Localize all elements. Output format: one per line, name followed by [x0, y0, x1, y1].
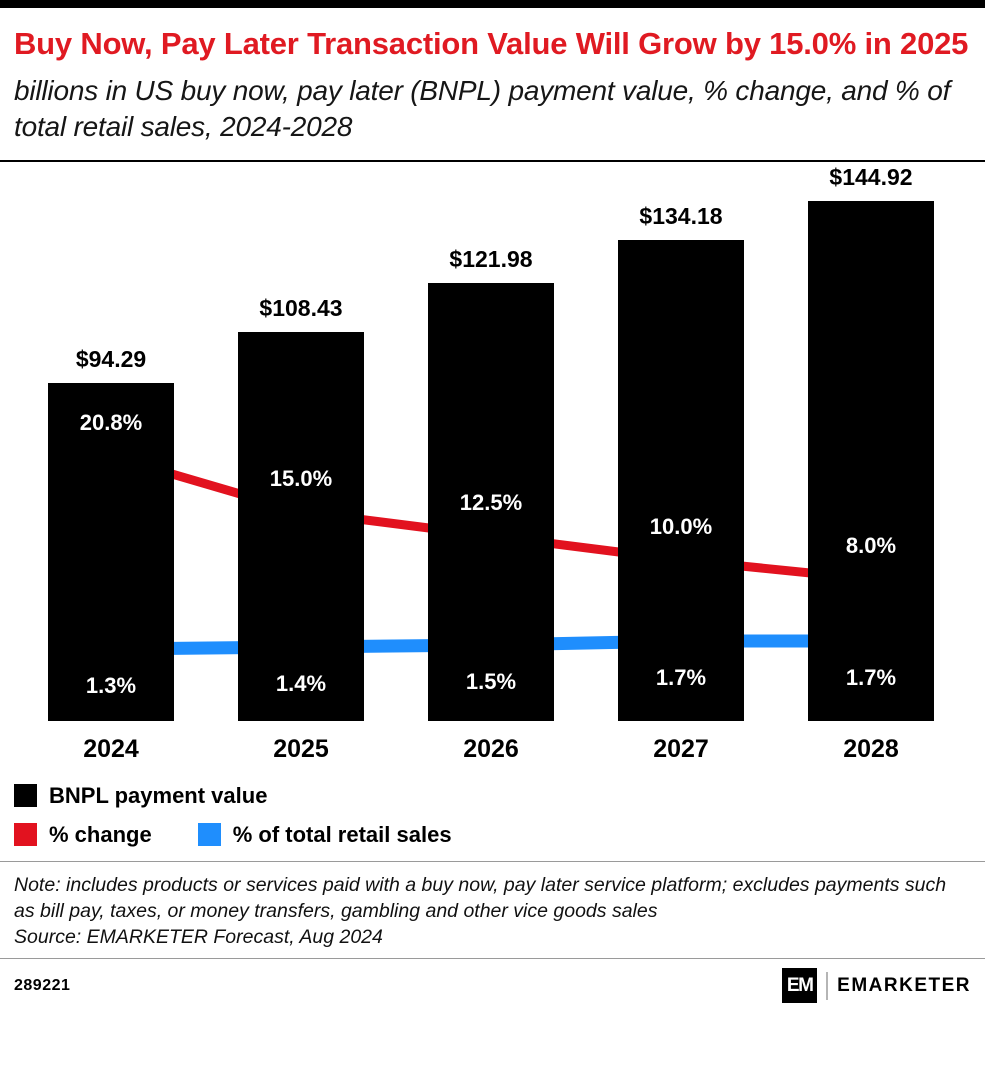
bar-line-chart: $94.29 $108.43 $121.98 $134.18 $144.92 20.8% 1… [0, 164, 985, 721]
pct-change-swatch-icon [14, 823, 37, 847]
bar-2026 [428, 283, 554, 721]
chart-header: Buy Now, Pay Later Transaction Value Wil… [0, 8, 985, 146]
source-text: Source: EMARKETER Forecast, Aug 2024 [14, 926, 383, 949]
x-axis-label: 2027 [653, 734, 709, 763]
legend-label: BNPL payment value [49, 782, 268, 808]
emarketer-brand: EM EMARKETER [782, 968, 971, 1004]
note-divider [0, 860, 985, 862]
legend-item-bnpl: BNPL payment value [14, 783, 267, 809]
chart-subtitle: billions in US buy now, pay later (BNPL)… [14, 75, 951, 143]
x-axis-label: 2025 [273, 734, 329, 763]
pct-change-label: 15.0% [269, 465, 333, 491]
pct-change-label: 8.0% [845, 532, 897, 558]
legend-item-retail-share: % of total retail sales [197, 821, 452, 848]
pct-change-label: 10.0% [649, 513, 713, 539]
pct-change-label: 12.5% [459, 489, 523, 515]
x-axis-label: 2024 [83, 734, 139, 763]
bar-value-label: $121.98 [449, 246, 533, 273]
legend-row-2: % change % of total retail sales [14, 822, 971, 848]
emarketer-logo-icon: EM [782, 968, 818, 1004]
retail-share-label: 1.4% [275, 670, 327, 696]
bar-2028 [808, 201, 934, 721]
x-axis-label: 2028 [843, 734, 899, 763]
bar-value-label: $108.43 [259, 294, 343, 321]
legend-label: % of total retail sales [232, 821, 452, 847]
bar-value-label: $144.92 [829, 164, 913, 191]
bar-value-label: $94.29 [75, 345, 147, 372]
brand-divider [826, 971, 829, 1000]
bar-2025 [238, 331, 364, 721]
x-axis: 2024 2025 2026 2027 2028 [0, 727, 985, 773]
retail-share-label: 1.5% [465, 668, 517, 694]
chart-id: 289221 [14, 976, 71, 994]
bar-2027 [618, 239, 744, 721]
retail-share-swatch-icon [197, 823, 221, 847]
footer: 289221 EM EMARKETER [0, 959, 985, 1004]
retail-share-label: 1.7% [845, 664, 897, 690]
retail-share-label: 1.3% [85, 672, 137, 698]
legend-item-pct-change: % change [14, 822, 152, 848]
note-text: Note: includes products or services paid… [14, 873, 947, 922]
x-axis-label: 2026 [463, 734, 519, 763]
header-divider [0, 159, 985, 162]
pct-change-label: 20.8% [79, 409, 143, 435]
bar-2024 [48, 382, 174, 721]
footnote: Note: includes products or services paid… [0, 862, 985, 958]
brand-name: EMARKETER [837, 974, 971, 996]
legend-row-1: BNPL payment value [14, 783, 971, 809]
top-black-bar [0, 0, 985, 8]
bar-value-label: $134.18 [639, 202, 723, 229]
chart-title: Buy Now, Pay Later Transaction Value Wil… [14, 26, 969, 61]
retail-share-label: 1.7% [655, 664, 707, 690]
legend-label: % change [49, 821, 152, 847]
bnpl-swatch-icon [14, 784, 37, 808]
chart-legend: BNPL payment value % change % of total r… [0, 773, 985, 848]
footer-divider [0, 958, 985, 960]
